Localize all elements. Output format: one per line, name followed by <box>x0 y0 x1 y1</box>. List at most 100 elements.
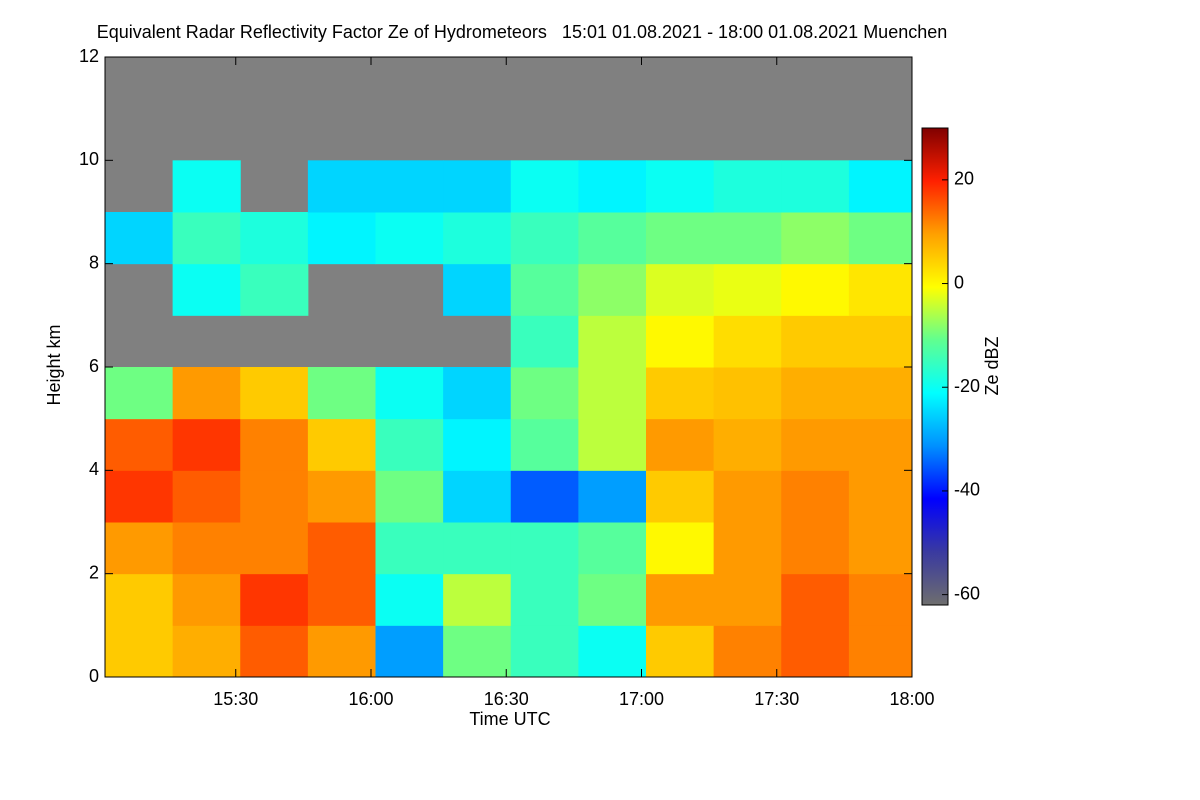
y-tick-label: 12 <box>79 46 99 66</box>
heatmap-cell <box>781 367 850 420</box>
heatmap-cell <box>646 625 715 678</box>
heatmap-cell <box>713 625 782 678</box>
heatmap-cell <box>578 160 647 213</box>
heatmap-cell <box>713 418 782 471</box>
heatmap-cell <box>646 212 715 265</box>
heatmap-cell <box>510 418 579 471</box>
heatmap-cell <box>781 263 850 316</box>
heatmap-cell <box>646 367 715 420</box>
heatmap-cell <box>781 212 850 265</box>
heatmap-cell <box>307 212 377 265</box>
y-tick-label: 0 <box>89 666 99 686</box>
heatmap-cell <box>172 367 241 420</box>
heatmap-cell <box>646 160 715 213</box>
heatmap-cell <box>578 367 647 420</box>
heatmap-cell <box>375 470 444 523</box>
heatmap-cell <box>375 522 444 575</box>
heatmap-cell <box>848 522 913 575</box>
heatmap-cell <box>105 625 174 678</box>
y-axis-label: Height km <box>44 324 64 405</box>
heatmap-cell <box>375 625 444 678</box>
y-tick-label: 2 <box>89 562 99 582</box>
heatmap-cell <box>578 315 647 368</box>
x-tick-label: 16:30 <box>484 689 529 709</box>
heatmap-cell <box>713 263 782 316</box>
heatmap-cell <box>240 573 309 626</box>
heatmap-cell <box>443 522 512 575</box>
heatmap-cell <box>307 522 377 575</box>
heatmap-cell <box>781 522 850 575</box>
heatmap-cell <box>172 418 241 471</box>
heatmap-cell <box>781 470 850 523</box>
heatmap-cell <box>240 470 309 523</box>
heatmap-cell <box>510 367 579 420</box>
heatmap-cell <box>510 263 579 316</box>
colorbar-tick-label: -40 <box>954 480 980 500</box>
heatmap-cell <box>510 573 579 626</box>
heatmap-cell <box>781 160 850 213</box>
x-tick-label: 15:30 <box>213 689 258 709</box>
heatmap-cell <box>375 212 444 265</box>
x-tick-label: 16:00 <box>348 689 393 709</box>
heatmap-cell <box>443 160 512 213</box>
heatmap-cell <box>240 522 309 575</box>
y-tick-label: 10 <box>79 149 99 169</box>
heatmap-cell <box>848 367 913 420</box>
heatmap-cell <box>848 625 913 678</box>
heatmap-cell <box>578 470 647 523</box>
x-axis-label: Time UTC <box>469 709 550 729</box>
y-tick-label: 4 <box>89 459 99 479</box>
heatmap-cell <box>510 160 579 213</box>
y-tick-label: 8 <box>89 252 99 272</box>
colorbar-tick-label: 20 <box>954 169 974 189</box>
heatmap-cell <box>172 573 241 626</box>
heatmap-cell <box>240 418 309 471</box>
heatmap-cell <box>646 573 715 626</box>
heatmap-cell <box>105 470 174 523</box>
heatmap-cell <box>646 315 715 368</box>
heatmap-cell <box>510 315 579 368</box>
heatmap-cell <box>240 625 309 678</box>
y-tick-label: 6 <box>89 356 99 376</box>
heatmap-cell <box>375 367 444 420</box>
heatmap-cell <box>646 418 715 471</box>
heatmap-cell <box>375 160 444 213</box>
heatmap-cell <box>443 418 512 471</box>
heatmap-cell <box>172 522 241 575</box>
heatmap-cell <box>848 263 913 316</box>
heatmap-cell <box>713 315 782 368</box>
heatmap-cell <box>307 573 377 626</box>
heatmap-cell <box>105 573 174 626</box>
heatmap-cell <box>240 367 309 420</box>
heatmap-cell <box>240 263 309 316</box>
colorbar-label: Ze dBZ <box>982 336 1002 395</box>
heatmap-cell <box>713 573 782 626</box>
heatmap-cell <box>307 160 377 213</box>
heatmap-cell <box>375 573 444 626</box>
heatmap-cell <box>713 470 782 523</box>
chart-title: Equivalent Radar Reflectivity Factor Ze … <box>97 22 948 42</box>
heatmap-cell <box>848 315 913 368</box>
heatmap-cell <box>578 522 647 575</box>
heatmap-cell <box>646 263 715 316</box>
heatmap-cell <box>443 625 512 678</box>
heatmap-cell <box>172 625 241 678</box>
heatmap-cell <box>578 263 647 316</box>
heatmap-cell <box>307 418 377 471</box>
colorbar <box>921 127 949 606</box>
heatmap-cell <box>443 573 512 626</box>
heatmap-cell <box>105 367 174 420</box>
heatmap-cell <box>307 367 377 420</box>
heatmap-cell <box>713 160 782 213</box>
heatmap-cell <box>848 418 913 471</box>
heatmap-cell <box>510 625 579 678</box>
heatmap-cell <box>443 212 512 265</box>
heatmap-cell <box>713 522 782 575</box>
heatmap-cell <box>172 160 241 213</box>
colorbar-tick-label: -60 <box>954 583 980 603</box>
heatmap-cell <box>172 263 241 316</box>
x-tick-label: 17:00 <box>619 689 664 709</box>
heatmap-cell <box>510 522 579 575</box>
heatmap-cell <box>172 212 241 265</box>
heatmap-cell <box>510 470 579 523</box>
